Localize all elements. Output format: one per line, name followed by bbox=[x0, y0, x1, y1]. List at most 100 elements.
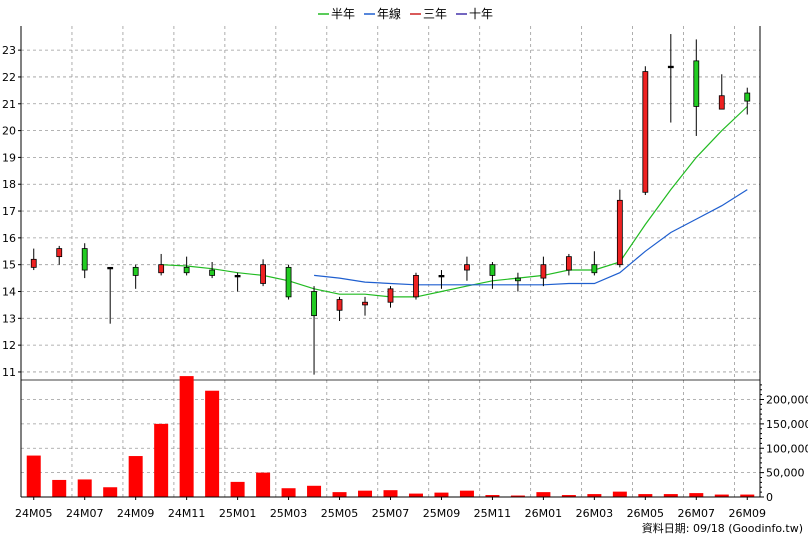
price-tick-label-2: 13 bbox=[2, 312, 16, 325]
legend-label-2: 三年 bbox=[423, 7, 447, 21]
candle-24M09 bbox=[132, 264, 139, 289]
legend-label-3: 十年 bbox=[469, 7, 493, 21]
volume-bar-13 bbox=[358, 490, 373, 497]
volume-bar-6 bbox=[179, 376, 194, 497]
x-tick-label-1: 24M07 bbox=[66, 507, 104, 520]
volume-bar-17 bbox=[459, 490, 474, 497]
candle-body bbox=[693, 60, 700, 107]
candle-body bbox=[260, 264, 266, 284]
volume-bar-8 bbox=[230, 481, 245, 497]
volume-bar-14 bbox=[383, 490, 398, 497]
volume-bar-10 bbox=[281, 488, 296, 497]
candle-25M11 bbox=[489, 262, 496, 289]
x-tick-label-6: 25M05 bbox=[321, 507, 359, 520]
x-tick-label-4: 25M01 bbox=[219, 507, 257, 520]
chart-legend: 半年 年線 三年 十年 bbox=[318, 6, 493, 21]
x-axis: 24M05 24M07 24M09 24M11 25M01 25M03 25M05 25M07… bbox=[15, 496, 767, 520]
candle-26M08 bbox=[718, 74, 725, 110]
ma-line-0 bbox=[161, 106, 748, 298]
candle-26M09 bbox=[744, 87, 751, 115]
candle-25M03 bbox=[285, 264, 292, 300]
candle-26M02 bbox=[565, 253, 572, 276]
candle-body bbox=[234, 275, 241, 278]
candle-26M03 bbox=[591, 251, 598, 276]
legend-label-1: 年線 bbox=[377, 6, 401, 21]
volume-tick-label-2: 100,000 bbox=[766, 442, 808, 455]
candle-25M02 bbox=[260, 259, 266, 287]
price-tick-label-6: 17 bbox=[2, 205, 16, 218]
data-source-footer: 資料日期: 09/18 (Goodinfo.tw) bbox=[642, 521, 803, 535]
price-tick-label-0: 11 bbox=[2, 366, 16, 379]
candle-26M07 bbox=[693, 39, 700, 136]
ma-line-1 bbox=[314, 189, 748, 286]
candle-body bbox=[718, 95, 725, 110]
candle-body bbox=[30, 258, 37, 268]
candle-26M01 bbox=[540, 256, 547, 287]
candle-body bbox=[158, 264, 165, 274]
volume-grid bbox=[21, 379, 760, 498]
candle-24M12 bbox=[209, 262, 216, 279]
x-tick-label-14: 26M09 bbox=[729, 507, 767, 520]
volume-bar-28 bbox=[740, 494, 755, 497]
volume-y-axis: 0 50,000 100,000 150,000 200,000 bbox=[759, 26, 808, 504]
candle-body bbox=[744, 92, 751, 102]
candle-25M12 bbox=[515, 272, 521, 292]
candle-body bbox=[489, 264, 496, 276]
candle-body bbox=[667, 65, 674, 69]
x-tick-label-12: 26M05 bbox=[627, 507, 665, 520]
candle-25M09 bbox=[438, 270, 445, 289]
candle-body bbox=[387, 288, 394, 303]
candle-26M04 bbox=[616, 189, 623, 268]
x-tick-label-10: 26M01 bbox=[525, 507, 563, 520]
price-y-axis: 11 12 13 14 15 16 17 18 19 20 21 22 23 bbox=[2, 26, 22, 497]
volume-bar-22 bbox=[587, 494, 602, 497]
candle-26M06 bbox=[667, 34, 674, 123]
price-tick-label-4: 15 bbox=[2, 259, 16, 272]
candle-25M08 bbox=[413, 272, 419, 300]
volume-tick-label-0: 0 bbox=[766, 491, 773, 504]
volume-bar-3 bbox=[103, 487, 118, 497]
candle-25M07 bbox=[387, 286, 394, 308]
volume-bar-15 bbox=[408, 493, 423, 497]
candle-24M11 bbox=[183, 256, 190, 276]
x-tick-label-0: 24M05 bbox=[15, 507, 53, 520]
volume-tick-label-3: 150,000 bbox=[766, 418, 808, 431]
candle-body bbox=[464, 264, 470, 271]
volume-bar-20 bbox=[536, 492, 551, 497]
volume-bar-26 bbox=[689, 493, 704, 497]
volume-bar-18 bbox=[485, 495, 500, 497]
legend-label-0: 半年 bbox=[331, 7, 355, 21]
volume-bar-24 bbox=[638, 494, 653, 497]
x-tick-label-2: 24M09 bbox=[117, 507, 155, 520]
candle-body bbox=[183, 266, 190, 274]
volume-tick-label-4: 200,000 bbox=[766, 394, 808, 407]
volume-tick-label-1: 50,000 bbox=[766, 467, 805, 480]
candle-body bbox=[311, 291, 317, 317]
volume-bar-25 bbox=[663, 494, 678, 497]
volume-bar-11 bbox=[307, 485, 322, 497]
candle-body bbox=[413, 275, 419, 298]
candlesticks bbox=[30, 34, 751, 375]
candle-body bbox=[285, 266, 292, 298]
volume-bar-19 bbox=[510, 495, 525, 497]
candle-25M06 bbox=[362, 296, 368, 316]
candle-body bbox=[540, 264, 547, 279]
price-tick-label-9: 20 bbox=[2, 125, 16, 138]
volume-bar-16 bbox=[434, 492, 449, 497]
candle-body bbox=[362, 301, 368, 306]
candle-25M01 bbox=[234, 272, 241, 292]
volume-bar-4 bbox=[128, 456, 143, 497]
price-tick-label-7: 18 bbox=[2, 178, 16, 191]
price-tick-label-10: 21 bbox=[2, 98, 16, 111]
volume-bar-2 bbox=[77, 479, 92, 497]
candle-24M08 bbox=[107, 266, 114, 324]
price-tick-label-1: 12 bbox=[2, 339, 16, 352]
x-tick-label-7: 25M07 bbox=[372, 507, 410, 520]
candle-25M05 bbox=[336, 296, 343, 321]
candle-26M05 bbox=[642, 66, 649, 195]
candle-body bbox=[642, 71, 649, 193]
volume-bar-0 bbox=[26, 455, 41, 497]
x-tick-label-3: 24M11 bbox=[168, 507, 206, 520]
